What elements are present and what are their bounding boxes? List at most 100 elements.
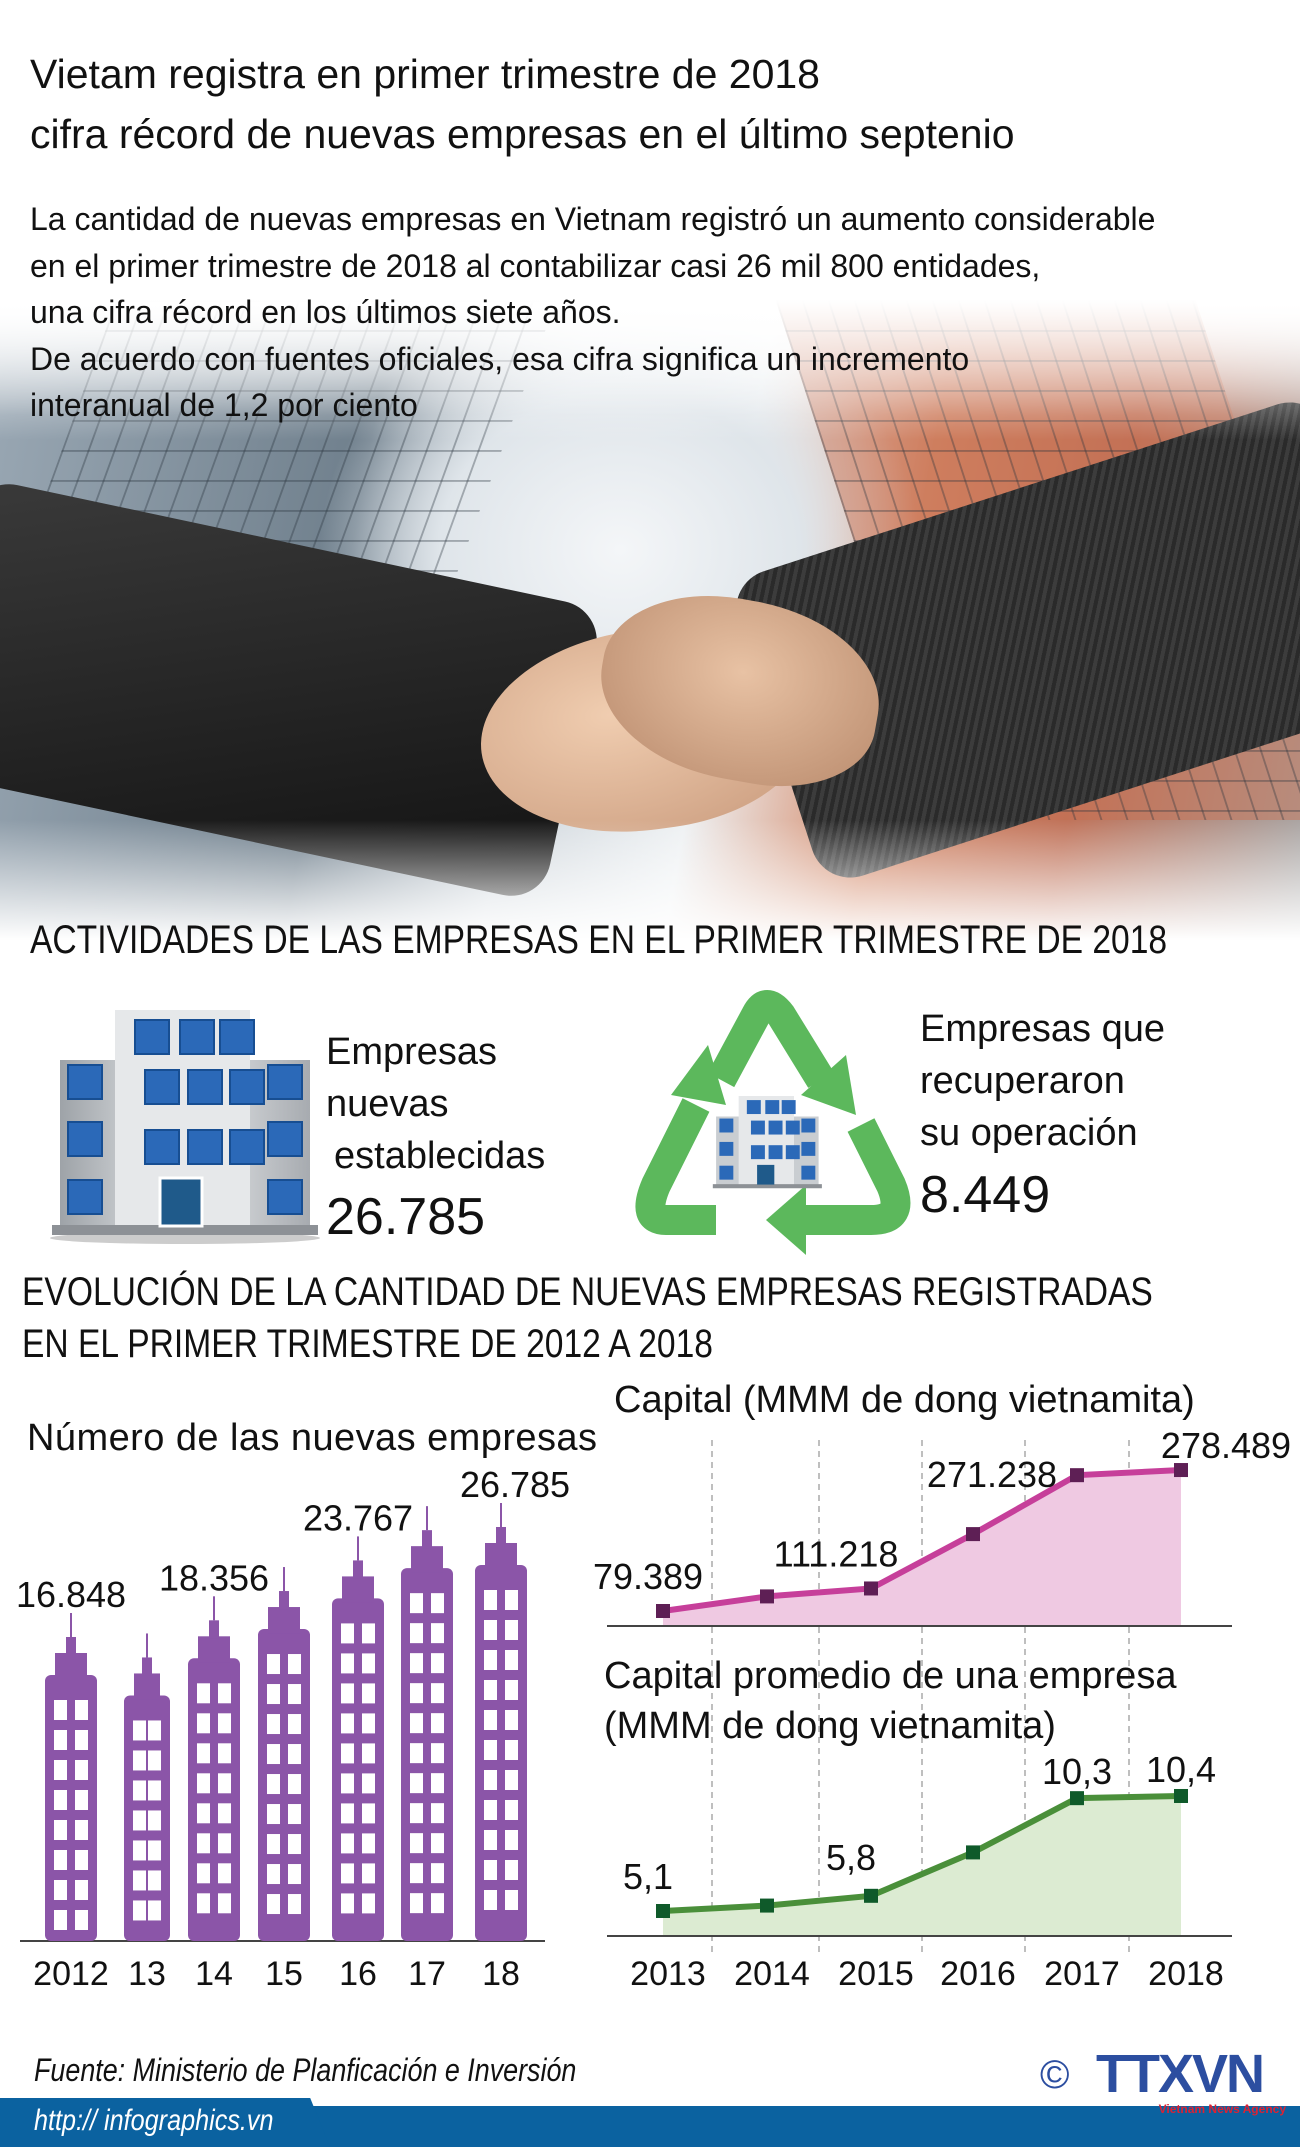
bar-window [54, 1880, 67, 1900]
window [187, 1129, 223, 1165]
bar-window [133, 1810, 146, 1831]
bar-window [410, 1683, 423, 1704]
bar-window [505, 1619, 518, 1640]
capital-marker [656, 1604, 670, 1618]
bar-window [484, 1619, 497, 1640]
intro-line: interanual de 1,2 por ciento [30, 387, 418, 423]
bar-window [218, 1713, 231, 1734]
bar-window [341, 1803, 354, 1824]
source-text: Fuente: Ministerio de Planficación e Inv… [34, 2052, 577, 2088]
bar-value-label: 23.767 [303, 1497, 413, 1538]
bar-window [431, 1773, 444, 1794]
new-companies-label: Empresas nuevas establecidas [326, 1026, 545, 1182]
bar-window [410, 1623, 423, 1644]
bar-x-label: 14 [195, 1955, 233, 1993]
bar-window [148, 1720, 161, 1741]
bar-window [267, 1804, 280, 1825]
line-x-label: 2016 [940, 1955, 1016, 1993]
bar-window [218, 1833, 231, 1854]
bar-window [148, 1840, 161, 1861]
bar-window [410, 1593, 423, 1614]
site-link[interactable]: http:// infographics.vn [34, 2104, 319, 2138]
bar [45, 1675, 97, 1941]
window [267, 1179, 303, 1215]
bar-window [431, 1833, 444, 1854]
window [785, 1145, 800, 1160]
bar [188, 1658, 240, 1941]
window [746, 1100, 761, 1115]
bar-value-label: 18.356 [159, 1557, 269, 1598]
window [144, 1069, 180, 1105]
avg-value-label: 10,3 [1042, 1751, 1112, 1792]
bar-window [484, 1589, 497, 1610]
bar-crown [55, 1653, 87, 1679]
window [67, 1064, 103, 1100]
window [719, 1165, 734, 1180]
bar-window [267, 1684, 280, 1705]
bar-building-17 [401, 1506, 453, 1941]
bar-window [218, 1803, 231, 1824]
title-line-2: cifra récord de nuevas empresas en el úl… [30, 111, 1015, 157]
resumed-companies-value: 8.449 [920, 1166, 1051, 1224]
ttxvn-logo: TTXVN Vietnam News Agency [1096, 2046, 1286, 2116]
office-building-icon [50, 1010, 320, 1244]
bar-window [288, 1834, 301, 1855]
bar-window [362, 1803, 375, 1824]
bar-window [218, 1743, 231, 1764]
bar-window [288, 1714, 301, 1735]
bar-window [133, 1870, 146, 1891]
bar-window [505, 1679, 518, 1700]
bar-window [362, 1683, 375, 1704]
bar-window [410, 1893, 423, 1914]
activities-heading-text: ACTIVIDADES DE LAS EMPRESAS EN EL PRIMER… [30, 918, 1168, 962]
bar-x-label: 18 [482, 1955, 520, 1993]
activities-heading: ACTIVIDADES DE LAS EMPRESAS EN EL PRIMER… [30, 918, 1300, 963]
avg-marker [1174, 1788, 1188, 1803]
avg-marker [760, 1898, 774, 1913]
bar-window [431, 1623, 444, 1644]
bar-window [505, 1799, 518, 1820]
line-x-label: 2017 [1044, 1955, 1120, 1993]
site-link-text[interactable]: http:// infographics.vn [34, 2104, 274, 2137]
bar-window [341, 1623, 354, 1644]
bar-window [75, 1700, 88, 1720]
capital-chart-title: Capital (MMM de dong vietnamita) [614, 1379, 1195, 1421]
bar-window [431, 1653, 444, 1674]
bar-window [75, 1820, 88, 1840]
logo-text: TTXVN [1096, 2044, 1265, 2104]
avg-value-label: 10,4 [1146, 1749, 1216, 1790]
bar-window [218, 1683, 231, 1704]
bar-window [288, 1864, 301, 1885]
bar-window [197, 1863, 210, 1884]
bar-crown [134, 1673, 160, 1700]
bar-window [267, 1744, 280, 1765]
window [768, 1145, 783, 1160]
bar-chart-title: Número de las nuevas empresas [27, 1417, 597, 1459]
label-line: su operación [920, 1112, 1138, 1154]
label-line: establecidas [334, 1135, 546, 1177]
bar-spire [209, 1620, 219, 1639]
window [267, 1064, 303, 1100]
bar-building-13 [124, 1633, 170, 1941]
bar-window [267, 1834, 280, 1855]
logo-subtitle: Vietnam News Agency [1158, 2102, 1286, 2116]
window [801, 1165, 816, 1180]
bar-window [148, 1780, 161, 1801]
bar [475, 1564, 527, 1941]
bar-window [197, 1743, 210, 1764]
bar-window [133, 1840, 146, 1861]
bar-spire [66, 1637, 76, 1655]
bar-window [505, 1889, 518, 1910]
bar-spire [279, 1591, 289, 1610]
intro-line: una cifra récord en los últimos siete añ… [30, 294, 621, 330]
bar-window [362, 1833, 375, 1854]
bar [401, 1568, 453, 1941]
bar-window [362, 1713, 375, 1734]
bar-window [75, 1730, 88, 1750]
bar-window [267, 1894, 280, 1915]
bar-window [54, 1910, 67, 1930]
bar-window [75, 1880, 88, 1900]
bar-window [267, 1774, 280, 1795]
capital-marker [864, 1581, 878, 1596]
bar-window [288, 1744, 301, 1765]
